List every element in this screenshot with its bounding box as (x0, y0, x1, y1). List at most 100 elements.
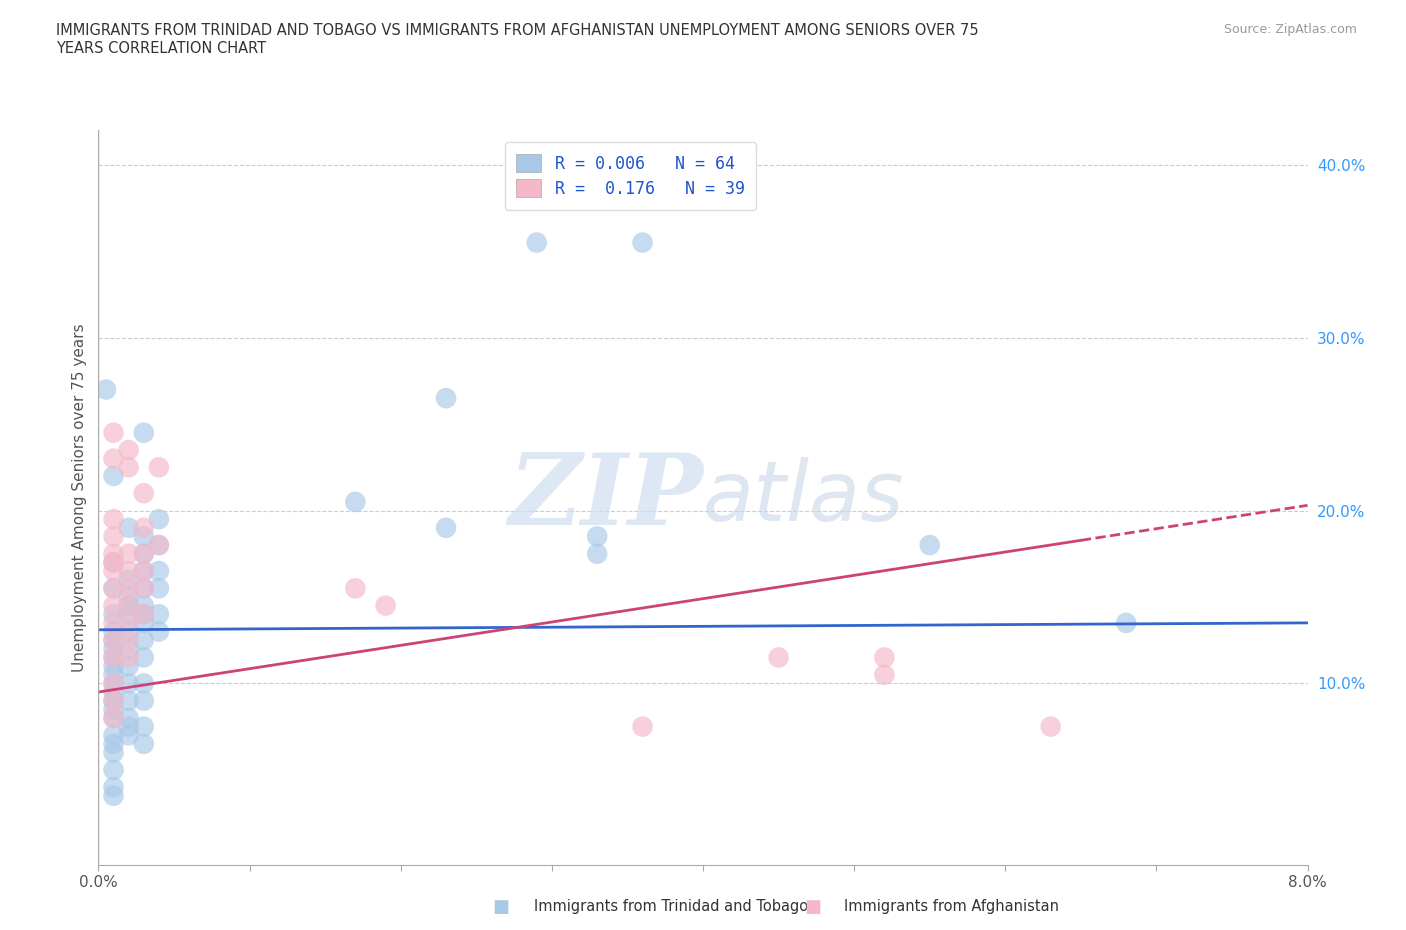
Point (148, 624, 170, 639)
Point (103, 650, 125, 665)
Point (132, 564, 155, 578)
Point (103, 632, 125, 647)
Legend: R = 0.006   N = 64, R =  0.176   N = 39: R = 0.006 N = 64, R = 0.176 N = 39 (505, 142, 756, 209)
Point (118, 711, 141, 725)
Text: ■: ■ (804, 897, 821, 916)
Text: Source: ZipAtlas.com: Source: ZipAtlas.com (1223, 23, 1357, 36)
Point (768, 650, 790, 665)
Point (103, 598, 125, 613)
Point (132, 606, 155, 621)
Point (103, 789, 125, 804)
Point (1115, 616, 1137, 631)
Point (374, 598, 396, 613)
Point (873, 650, 896, 665)
Point (132, 581, 155, 596)
Y-axis label: Unemployment Among Seniors over 75 years: Unemployment Among Seniors over 75 years (72, 324, 87, 671)
Point (103, 555, 125, 570)
Point (103, 650, 125, 665)
Point (148, 538, 170, 552)
Point (118, 676, 141, 691)
Point (344, 581, 367, 596)
Point (118, 521, 141, 536)
Point (631, 235, 654, 250)
Point (103, 564, 125, 578)
Point (118, 459, 141, 474)
Point (103, 451, 125, 466)
Point (132, 564, 155, 578)
Point (118, 598, 141, 613)
Point (118, 564, 141, 578)
Point (132, 546, 155, 561)
Point (148, 459, 170, 474)
Point (873, 668, 896, 683)
Point (103, 668, 125, 683)
Point (148, 606, 170, 621)
Point (132, 616, 155, 631)
Point (103, 728, 125, 743)
Point (148, 538, 170, 552)
Point (103, 632, 125, 647)
Point (132, 737, 155, 751)
Point (1039, 719, 1062, 734)
Point (103, 693, 125, 708)
Point (132, 425, 155, 440)
Point (103, 425, 125, 440)
Text: atlas: atlas (703, 457, 904, 538)
Point (103, 469, 125, 484)
Text: ZIP: ZIP (508, 449, 703, 546)
Point (118, 650, 141, 665)
Point (118, 632, 141, 647)
Point (103, 684, 125, 699)
Point (586, 546, 609, 561)
Point (631, 719, 654, 734)
Point (103, 606, 125, 621)
Text: Immigrants from Trinidad and Tobago: Immigrants from Trinidad and Tobago (534, 899, 808, 914)
Point (103, 711, 125, 725)
Point (344, 495, 367, 510)
Point (434, 521, 457, 536)
Point (103, 581, 125, 596)
Point (103, 693, 125, 708)
Point (103, 745, 125, 760)
Point (132, 546, 155, 561)
Point (132, 650, 155, 665)
Point (103, 512, 125, 526)
Point (103, 676, 125, 691)
Point (132, 521, 155, 536)
Text: IMMIGRANTS FROM TRINIDAD AND TOBAGO VS IMMIGRANTS FROM AFGHANISTAN UNEMPLOYMENT : IMMIGRANTS FROM TRINIDAD AND TOBAGO VS I… (56, 23, 979, 56)
Point (103, 546, 125, 561)
Point (118, 616, 141, 631)
Point (132, 485, 155, 500)
Point (103, 676, 125, 691)
Point (118, 728, 141, 743)
Point (118, 719, 141, 734)
Point (586, 529, 609, 544)
Point (103, 624, 125, 639)
Point (103, 529, 125, 544)
Point (918, 538, 941, 552)
Point (526, 235, 548, 250)
Text: ■: ■ (492, 897, 509, 916)
Point (118, 598, 141, 613)
Point (118, 642, 141, 657)
Point (103, 581, 125, 596)
Text: Immigrants from Afghanistan: Immigrants from Afghanistan (844, 899, 1059, 914)
Point (132, 693, 155, 708)
Point (118, 658, 141, 673)
Point (132, 676, 155, 691)
Point (103, 642, 125, 657)
Point (118, 581, 141, 596)
Point (118, 590, 141, 604)
Point (103, 658, 125, 673)
Point (103, 779, 125, 794)
Point (434, 391, 457, 405)
Point (118, 606, 141, 621)
Point (148, 564, 170, 578)
Point (103, 702, 125, 717)
Point (132, 632, 155, 647)
Point (148, 512, 170, 526)
Point (103, 711, 125, 725)
Point (103, 616, 125, 631)
Point (118, 443, 141, 458)
Point (132, 581, 155, 596)
